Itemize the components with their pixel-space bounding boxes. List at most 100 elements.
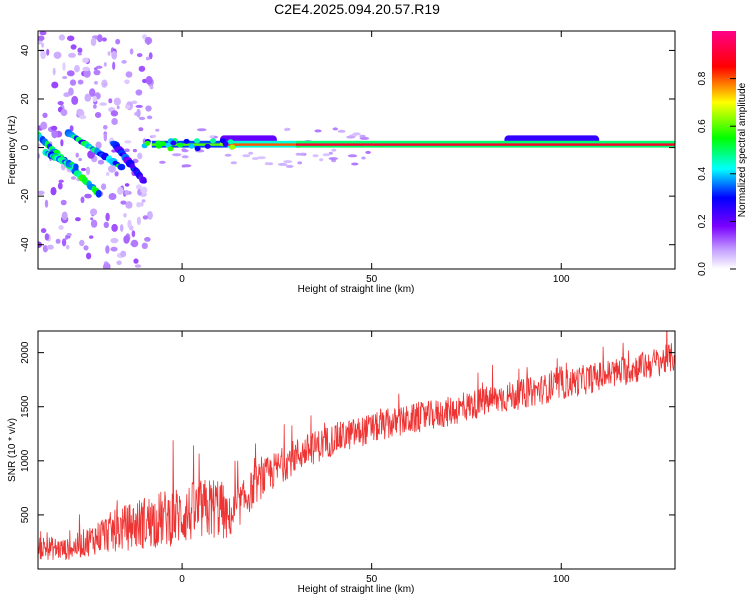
- spectrogram-speckle: [61, 238, 67, 247]
- spectrogram-speckle: [297, 152, 306, 156]
- spectrogram-speckle: [79, 115, 87, 120]
- spectrogram-panel: 0 50 100 -40 -20 0 20 40 Height of straight lin…: [7, 30, 676, 295]
- snr-x-tick-label: 0: [179, 574, 185, 585]
- spectrogram-speckle: [44, 199, 49, 208]
- spectrogram-y-tick-label: -40: [20, 237, 31, 252]
- spectrogram-speckle: [312, 154, 319, 158]
- spectrogram-band-blob: [167, 146, 174, 152]
- spectrogram-speckle: [365, 150, 371, 154]
- spectrogram-speckle: [137, 152, 143, 160]
- spectrogram-speckle: [256, 156, 266, 160]
- spectrogram-speckle: [40, 121, 48, 130]
- spectrogram-speckle: [132, 148, 137, 153]
- spectrogram-speckle: [319, 158, 324, 162]
- spectrogram-speckle: [105, 245, 110, 254]
- spectrogram-speckle: [314, 129, 322, 133]
- spectrogram-speckle: [94, 80, 98, 85]
- spectrogram-speckle: [113, 97, 121, 106]
- spectrogram-speckle: [120, 200, 127, 205]
- spectrogram-speckle: [117, 186, 124, 195]
- spectrogram-speckle: [101, 183, 107, 190]
- spectrogram-speckle: [80, 196, 85, 204]
- spectrogram-speckle: [96, 65, 103, 69]
- spectrogram-speckle: [70, 44, 77, 50]
- spectrogram-speckle: [105, 212, 110, 222]
- spectrogram-speckle: [124, 183, 130, 187]
- spectrogram-speckle: [40, 228, 47, 234]
- colorbar-label: Normalized spectral amplitude: [737, 82, 748, 217]
- spectrogram-speckle: [141, 242, 148, 249]
- spectrogram-speckle: [151, 134, 157, 138]
- snr-y-tick-label: 1500: [20, 395, 31, 418]
- spectrogram-speckle: [58, 179, 64, 183]
- spectrogram-speckle: [361, 156, 366, 160]
- spectrogram-speckle: [116, 105, 120, 110]
- spectrogram-speckle: [347, 154, 358, 158]
- spectrogram-marks: [38, 31, 675, 269]
- spectrogram-speckle: [125, 201, 133, 209]
- spectrogram-speckle: [359, 136, 370, 140]
- spectrogram-speckle: [42, 112, 48, 119]
- spectrogram-speckle: [75, 152, 79, 158]
- spectrogram-speckle: [94, 67, 98, 71]
- snr-plot-area: [38, 331, 675, 569]
- spectrogram-speckle: [110, 110, 119, 117]
- spectrogram-speckle: [196, 128, 207, 132]
- spectrogram-speckle: [136, 53, 143, 58]
- spectrogram-speckle: [149, 85, 154, 90]
- spectrogram-speckle: [108, 193, 117, 200]
- spectrogram-branch-blob: [95, 189, 102, 198]
- spectrogram-speckle: [77, 79, 84, 85]
- spectrogram-speckle: [42, 245, 49, 253]
- spectrogram-speckle: [50, 125, 58, 131]
- spectrogram-speckle: [57, 182, 63, 190]
- spectrogram-speckle: [337, 129, 346, 133]
- spectrogram-speckle: [322, 153, 331, 157]
- spectrogram-ticks: 0 50 100 -40 -20 0 20 40: [20, 31, 675, 285]
- spectrogram-speckle: [50, 187, 57, 196]
- spectrogram-speckle: [71, 95, 79, 105]
- spectrogram-speckle: [351, 162, 359, 166]
- spectrogram-y-axis-label: Frequency (Hz): [7, 116, 18, 185]
- spectrogram-speckle: [115, 38, 121, 45]
- spectrogram-speckle: [85, 166, 91, 176]
- spectrogram-speckle: [112, 61, 116, 70]
- spectrogram-speckle: [58, 34, 65, 41]
- spectrogram-speckle: [140, 201, 144, 207]
- colorbar-tick-label: 0.4: [697, 166, 708, 180]
- spectrogram-speckle: [120, 250, 127, 258]
- spectrogram-speckle: [99, 102, 107, 106]
- spectrogram-band-blob: [170, 140, 177, 146]
- spectrogram-speckle: [136, 202, 142, 208]
- spectrogram-branch-blob: [141, 179, 147, 184]
- spectrogram-speckle: [94, 112, 102, 118]
- spectrogram-speckle: [264, 162, 270, 166]
- spectrogram-speckle: [67, 35, 75, 42]
- spectrogram-y-tick-label: -20: [20, 188, 31, 203]
- spectrogram-speckle: [135, 89, 143, 96]
- spectrogram-speckle: [78, 157, 82, 162]
- spectrogram-speckle: [134, 264, 142, 268]
- spectrogram-speckle: [145, 105, 152, 112]
- spectrogram-band-blob: [188, 143, 195, 149]
- spectrogram-speckle: [123, 213, 127, 218]
- spectrogram-speckle: [181, 149, 189, 153]
- spectrogram-speckle: [84, 193, 92, 199]
- spectrogram-speckle: [102, 263, 111, 269]
- spectrogram-speckle: [74, 64, 80, 73]
- spectrogram-speckle: [90, 208, 98, 216]
- spectrogram-speckle: [38, 35, 45, 41]
- spectrogram-speckle: [124, 140, 132, 144]
- spectrogram-speckle: [130, 239, 139, 248]
- spectrogram-speckle: [131, 100, 138, 105]
- spectrogram-speckle: [114, 171, 119, 177]
- spectrogram-speckle: [141, 199, 146, 203]
- spectrogram-speckle: [140, 186, 148, 194]
- spectrogram-speckle: [60, 108, 68, 117]
- spectrogram-speckle: [224, 153, 232, 157]
- snr-frame: [37, 330, 676, 570]
- spectrogram-speckle: [79, 239, 85, 247]
- spectrogram-speckle: [136, 108, 141, 118]
- spectrogram-speckle: [155, 128, 160, 132]
